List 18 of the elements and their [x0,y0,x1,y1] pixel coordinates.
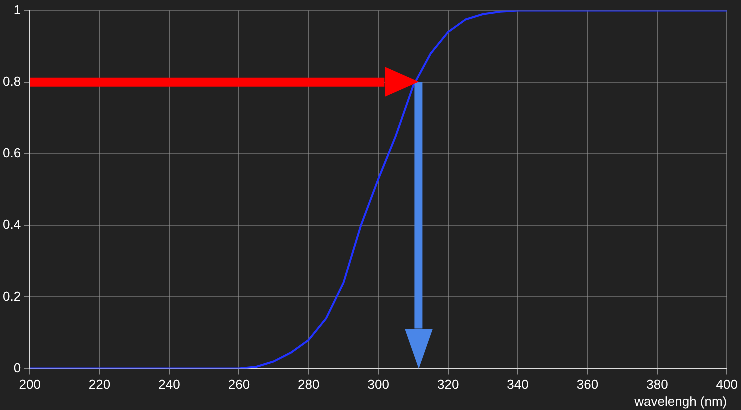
y-tick-label: 0.6 [2,146,22,161]
x-tick-label: 280 [298,377,320,392]
y-tick-label: 0.8 [2,74,22,89]
x-tick-label: 240 [158,377,180,392]
x-tick-label: 400 [716,377,738,392]
y-tick-label: 0.4 [2,217,22,232]
x-axis-title: wavelengh (nm) [634,394,728,409]
y-tick-label: 1 [14,2,22,18]
x-tick-label: 360 [576,377,599,392]
x-tick-label: 260 [228,377,250,392]
x-tick-label: 380 [646,377,668,392]
x-tick-label: 300 [368,377,390,392]
x-tick-label: 320 [437,377,460,392]
y-tick-label: 0.2 [2,288,22,304]
y-tick-label: 0 [14,360,22,376]
x-tick-label: 340 [507,377,529,392]
x-tick-label: 200 [19,377,41,392]
x-tick-label: 220 [88,377,111,392]
